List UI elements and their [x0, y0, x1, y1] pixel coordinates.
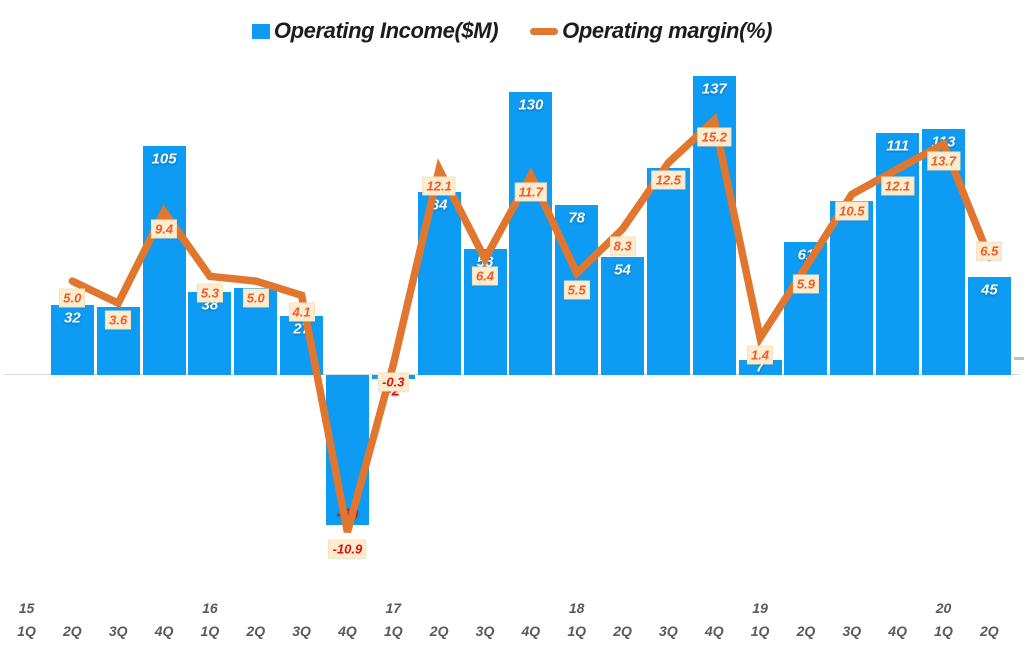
bar-16-4Q	[325, 375, 369, 526]
income-value-label: 137	[701, 80, 727, 98]
x-axis-quarter-label: 2Q	[980, 623, 999, 639]
margin-value-label: 5.3	[196, 283, 223, 303]
x-axis-quarter-label: 2Q	[613, 623, 632, 639]
margin-value-label: 6.4	[471, 266, 499, 286]
margin-value-label: -0.3	[378, 372, 409, 392]
bar-19-4Q	[876, 133, 920, 375]
margin-value-label: 10.5	[835, 201, 869, 221]
margin-value-label: 5.5	[563, 280, 590, 300]
legend: Operating Income($M) Operating margin(%)	[0, 15, 1024, 47]
income-value-label: 54	[614, 261, 631, 279]
x-axis-year-label: 20	[935, 600, 952, 616]
x-axis-quarter-label: 2Q	[63, 623, 82, 639]
x-axis-quarter-label: 1Q	[567, 623, 587, 639]
margin-value-label: 4.1	[288, 302, 315, 322]
income-value-label: 78	[568, 209, 586, 227]
x-axis-quarter-label: 4Q	[338, 623, 357, 639]
x-axis-quarter-label: 1Q	[17, 623, 36, 639]
x-axis-quarter-label: 1Q	[934, 623, 953, 639]
x-axis-year-label: 19	[752, 600, 768, 616]
legend-item-operating-margin: Operating margin(%)	[530, 18, 773, 44]
income-value-label: 105	[151, 150, 177, 168]
margin-value-label: 3.6	[105, 310, 132, 330]
x-axis-quarter-label: 4Q	[521, 623, 541, 639]
bar-17-4Q	[509, 91, 553, 375]
margin-value-label: 9.4	[151, 219, 178, 239]
margin-value-label: 13.7	[926, 151, 961, 171]
bar-17-2Q	[417, 191, 461, 375]
x-axis-quarter-label: 2Q	[429, 623, 449, 639]
x-axis-quarter-label: 3Q	[108, 623, 128, 639]
x-axis-year-label: 17	[385, 600, 402, 616]
x-axis-quarter-label: 1Q	[750, 623, 770, 639]
x-axis-quarter-label: 2Q	[246, 623, 266, 639]
margin-value-label: 6.5	[976, 241, 1003, 261]
bar-18-4Q	[692, 76, 736, 375]
legend-item-operating-income: Operating Income($M)	[251, 18, 499, 44]
margin-value-label: 8.3	[609, 236, 636, 256]
income-value-label: -69	[336, 505, 359, 523]
bar-19-3Q	[830, 200, 874, 375]
income-value-label: 111	[886, 137, 910, 155]
x-axis-quarter-label: 3Q	[842, 623, 862, 639]
x-axis-quarter-label: 4Q	[154, 623, 174, 639]
bar-15-4Q	[142, 146, 186, 375]
income-value-label: 113	[931, 133, 956, 151]
margin-value-label: 5.0	[242, 288, 269, 308]
x-axis-year-label: 18	[568, 600, 585, 616]
x-axis-quarter-label: 1Q	[383, 623, 403, 639]
margin-value-label: 12.5	[651, 170, 686, 190]
margin-value-label: 11.7	[514, 182, 548, 202]
x-axis-year-label: 16	[202, 600, 218, 616]
margin-value-label: 12.1	[880, 176, 915, 196]
legend-label-operating-income: Operating Income($M)	[273, 18, 499, 43]
secondary-axis-zero-tick	[1014, 357, 1024, 360]
bar-18-3Q	[646, 167, 690, 375]
income-value-label: 84	[430, 196, 448, 214]
margin-value-label: -10.9	[328, 539, 367, 559]
margin-value-label: 5.9	[792, 274, 819, 294]
income-value-label: 27	[293, 320, 310, 338]
x-axis-year-label: 15	[18, 600, 35, 616]
x-axis-quarter-label: 3Q	[292, 623, 311, 639]
income-value-label: 61	[797, 246, 815, 264]
margin-value-label: 12.1	[422, 176, 456, 196]
line-series-swatch-icon	[530, 27, 559, 35]
x-axis-quarter-label: 2Q	[796, 623, 816, 639]
x-axis-quarter-label: 3Q	[659, 623, 678, 639]
x-axis-quarter-label: 3Q	[475, 623, 495, 639]
income-value-label: 32	[64, 309, 81, 327]
bar-series-swatch-icon	[251, 23, 270, 39]
margin-value-label: 15.2	[697, 127, 731, 147]
x-axis-quarter-label: 1Q	[200, 623, 220, 639]
margin-value-label: 1.4	[747, 345, 774, 365]
income-value-label: 45	[981, 281, 998, 299]
x-axis-quarter-label: 4Q	[888, 623, 907, 639]
x-axis-quarter-label: 4Q	[704, 623, 724, 639]
legend-label-operating-margin: Operating margin(%)	[562, 18, 773, 43]
income-value-label: 130	[518, 96, 544, 114]
margin-value-label: 5.0	[59, 288, 86, 308]
